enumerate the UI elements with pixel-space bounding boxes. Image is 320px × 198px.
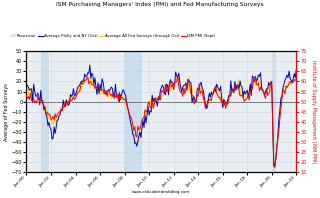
Text: ISM Purchasing Managers' Index (PMI) and Fed Manufacturing Surveys: ISM Purchasing Managers' Index (PMI) and… [56,2,264,7]
X-axis label: www.calculatedriskblog.com: www.calculatedriskblog.com [132,190,191,194]
Bar [273,51,276,172]
Legend: Recession, Average Philly and NY (Oct), Average All Fed Surveys (through Oct), I: Recession, Average Philly and NY (Oct), … [10,32,217,40]
Y-axis label: Average of Fed Surveys: Average of Fed Surveys [4,83,9,141]
Bar [124,51,142,172]
Y-axis label: Institute of Supply Management (ISM PMI): Institute of Supply Management (ISM PMI) [311,60,316,164]
Bar [41,51,49,172]
